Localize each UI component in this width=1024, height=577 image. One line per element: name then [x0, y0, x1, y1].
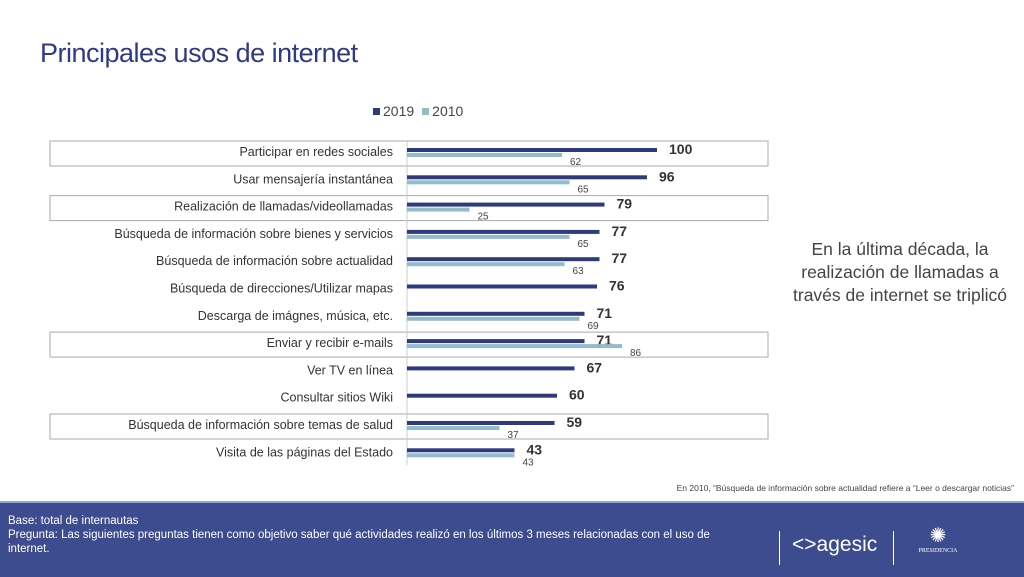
footnote: En 2010, “Búsqueda de información sobre … [676, 483, 1014, 493]
bar-2019 [407, 311, 585, 316]
bar-2010 [407, 316, 580, 321]
value-label-2019: 77 [612, 250, 628, 266]
legend-2019: 2019 [373, 103, 414, 119]
legend-swatch-2019 [373, 107, 380, 115]
category-label: Enviar y recibir e-mails [267, 336, 393, 350]
bar-2010 [407, 234, 570, 239]
bar-2010 [407, 262, 565, 267]
value-label-2010: 37 [508, 430, 520, 441]
category-label: Visita de las páginas del Estado [216, 445, 393, 459]
callout-text: En la última década, la realización de l… [793, 239, 1007, 305]
sun-icon: ✺ [929, 525, 947, 547]
highlight-box [49, 195, 769, 222]
bar-2010 [407, 426, 500, 430]
value-label-2010: 62 [570, 157, 582, 168]
value-label-2010: 69 [588, 321, 600, 332]
bar-2010 [407, 180, 570, 185]
highlight-box [49, 331, 769, 358]
highlight-box [49, 140, 769, 167]
legend: 2019 2010 [373, 103, 463, 119]
bar-2019 [407, 393, 557, 398]
divider [779, 531, 780, 565]
category-label: Realización de llamadas/videollamadas [174, 200, 393, 214]
category-label: Búsqueda de direcciones/Utilizar mapas [170, 282, 393, 296]
value-label-2019: 96 [659, 168, 675, 184]
value-label-2019: 71 [597, 305, 613, 321]
base-text: Base: total de internautas [8, 515, 139, 527]
footer-band: Base: total de internautas Pregunta: Las … [0, 501, 1024, 577]
value-label-2010: 63 [573, 266, 585, 277]
bar-2019 [407, 421, 555, 425]
bar-2010 [407, 344, 622, 349]
legend-2010: 2010 [422, 103, 463, 119]
bar-2010 [407, 207, 470, 212]
category-label: Búsqueda de información sobre actualidad [156, 254, 393, 268]
category-label: Búsqueda de información sobre temas de s… [128, 418, 393, 432]
value-label-2019: 43 [527, 441, 543, 457]
category-label: Consultar sitios Wiki [280, 391, 393, 405]
category-label: Participar en redes sociales [239, 145, 393, 159]
question-text: Pregunta: Las siguientes preguntas tiene… [8, 529, 710, 555]
bar-2019 [407, 148, 657, 152]
agesic-logo: <>agesic [792, 533, 878, 556]
bar-2010 [407, 453, 515, 458]
value-label-2010: 65 [578, 184, 590, 195]
bar-2019 [407, 448, 515, 453]
value-label-2019: 59 [567, 414, 583, 430]
bar-2010 [407, 153, 562, 157]
category-label: Ver TV en línea [307, 363, 393, 377]
bar-2019 [407, 284, 597, 289]
bar-2019 [407, 257, 600, 262]
value-label-2019: 76 [609, 278, 625, 294]
bar-2019 [407, 229, 600, 234]
value-label-2019: 79 [617, 196, 633, 212]
value-label-2010: 43 [523, 457, 535, 468]
value-label-2019: 67 [587, 359, 603, 375]
value-label-2019: 100 [669, 141, 693, 157]
divider [893, 531, 894, 565]
presidencia-logo: ✺ PRESIDENCIA [906, 523, 970, 554]
category-label: Usar mensajería instantánea [233, 172, 393, 186]
category-label: Descarga de imágnes, música, etc. [198, 309, 393, 323]
highlight-box [49, 413, 769, 440]
value-label-2010: 65 [578, 239, 590, 250]
value-label-2010: 25 [478, 212, 490, 223]
page-title: Principales usos de internet [40, 38, 358, 68]
bar-2019 [407, 339, 585, 344]
bar-2019 [407, 175, 647, 180]
bar-2019 [407, 366, 575, 371]
bar-2019 [407, 202, 605, 207]
category-label: Búsqueda de información sobre bienes y s… [114, 227, 393, 241]
bar-chart: Participar en redes sociales 100 62 Usar me… [49, 140, 769, 468]
legend-swatch-2010 [422, 107, 430, 115]
value-label-2019: 60 [569, 387, 585, 403]
value-label-2010: 86 [630, 348, 642, 359]
value-label-2019: 77 [612, 223, 628, 239]
